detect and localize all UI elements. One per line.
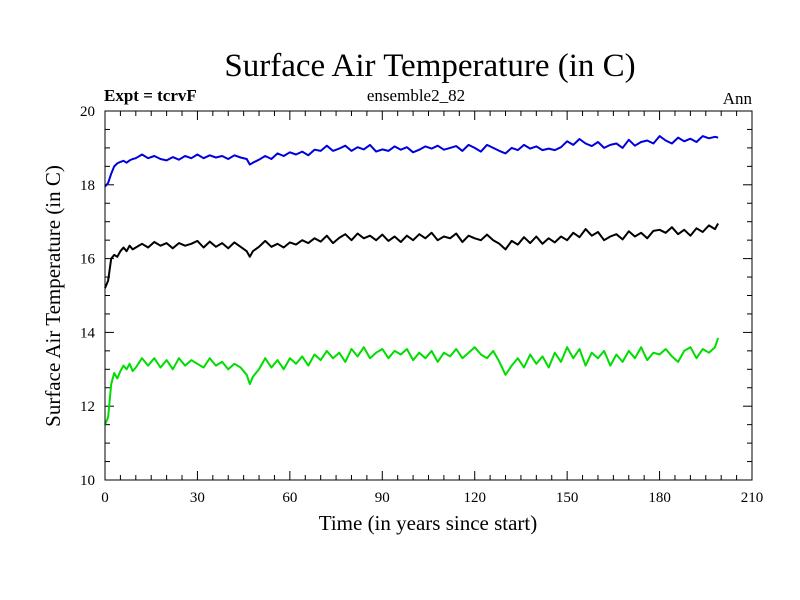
subtitle-left: Expt = tcrvF: [104, 86, 197, 105]
y-tick-label: 12: [80, 399, 95, 415]
y-axis-label: Surface Air Temperature (in C): [41, 165, 65, 427]
x-tick-label: 120: [463, 490, 486, 506]
x-axis-label: Time (in years since start): [319, 511, 538, 535]
axis-ticks: [104, 110, 753, 481]
subtitle-right: Ann: [723, 89, 753, 108]
y-tick-label: 16: [80, 252, 96, 268]
x-tick-label: 0: [101, 490, 109, 506]
y-tick-label: 10: [80, 473, 95, 489]
series-group: [104, 135, 720, 425]
x-tick-label: 210: [741, 490, 764, 506]
chart-title: Surface Air Temperature (in C): [224, 48, 635, 84]
y-tick-label: 14: [80, 325, 96, 341]
y-tick-label: 18: [80, 178, 95, 194]
x-tick-label: 30: [190, 490, 205, 506]
x-tick-label: 60: [282, 490, 297, 506]
series-line-green: [104, 337, 720, 425]
subtitle-center: ensemble2_82: [367, 86, 465, 105]
plot-frame: [104, 110, 753, 481]
x-tick-label: 90: [375, 490, 390, 506]
x-tick-label: 180: [648, 490, 671, 506]
series-line-black: [104, 223, 719, 289]
series-line-blue: [104, 135, 719, 188]
tick-labels: 0 30 60 90 120 150 180 210 10 12 14 16 18 20: [80, 104, 763, 506]
y-tick-label: 20: [80, 104, 95, 120]
x-tick-label: 150: [556, 490, 579, 506]
